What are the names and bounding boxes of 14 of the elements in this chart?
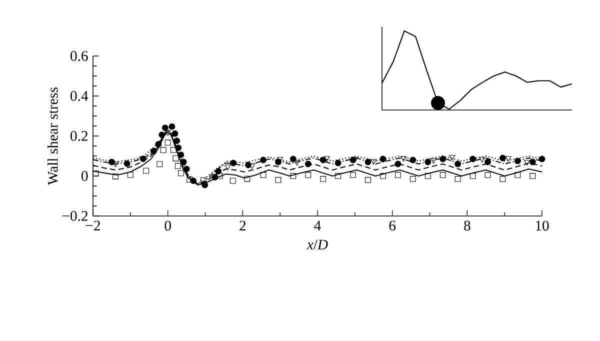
y-tick-label: 0 — [82, 171, 88, 181]
x-tick-label: 8 — [464, 220, 470, 231]
y-tick-label: 0.4 — [70, 91, 88, 101]
y-axis-title: Wall shear stress — [47, 87, 58, 186]
y-tick-label: −0.2 — [62, 211, 88, 221]
x-tick-label: −2 — [86, 220, 100, 230]
x-tick-label: 0 — [164, 220, 171, 231]
x-tick-label: 4 — [314, 220, 321, 230]
y-tick-label: 0.6 — [70, 51, 88, 61]
x-tick-label: 2 — [240, 220, 246, 230]
y-tick-label: 0.2 — [70, 131, 88, 141]
x-tick-label: 10 — [536, 220, 549, 231]
x-axis-title: x/D — [306, 240, 328, 250]
x-tick-label: 6 — [389, 220, 396, 231]
